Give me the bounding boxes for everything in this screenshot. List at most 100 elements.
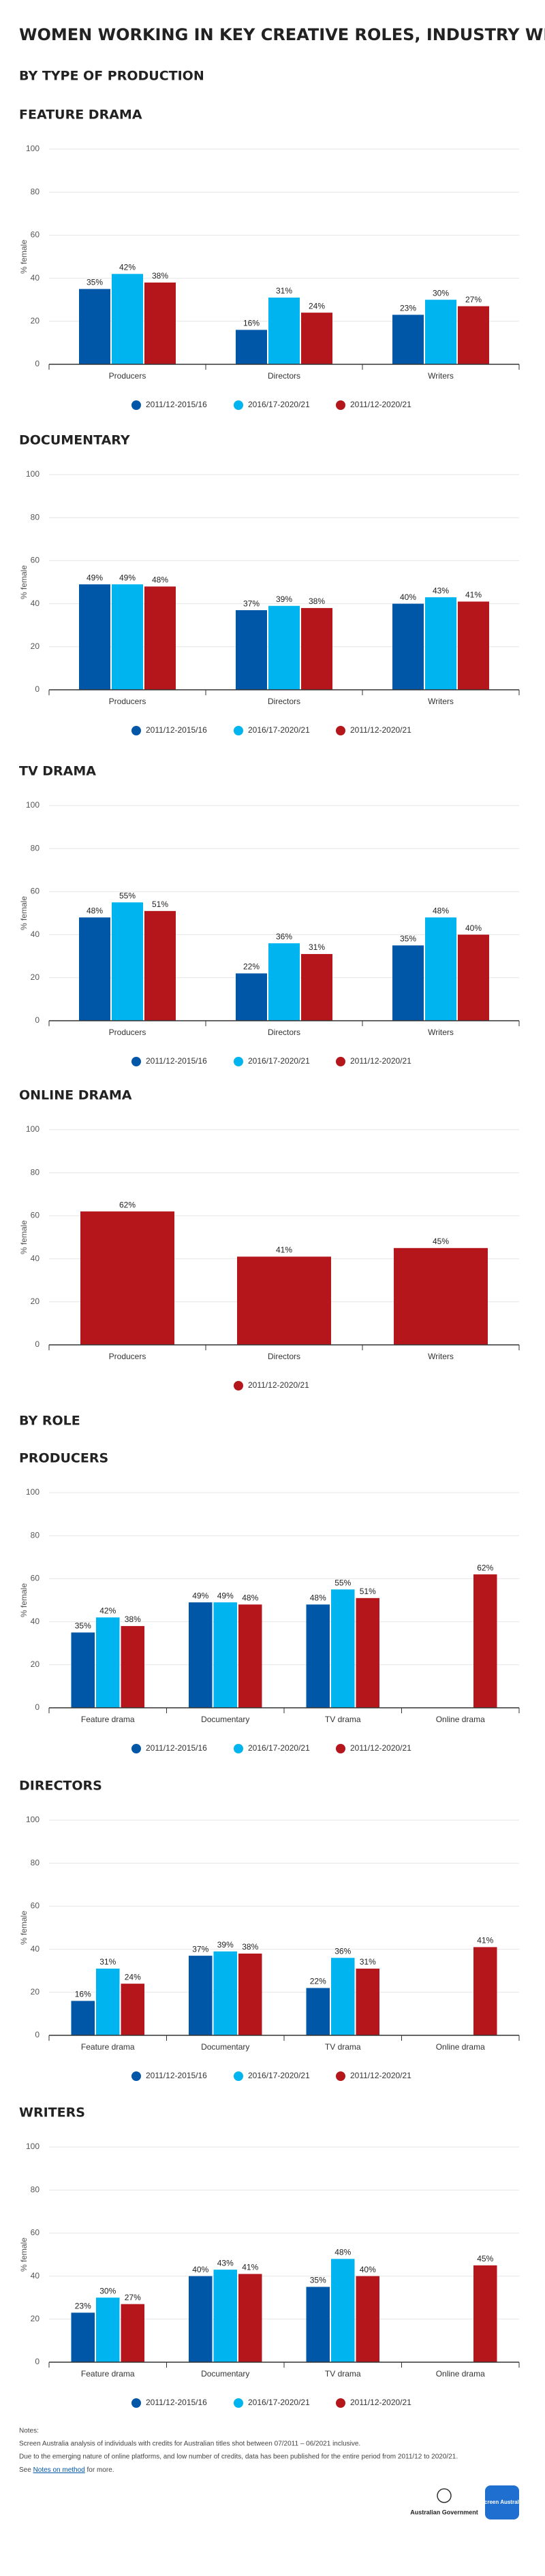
chart: FEATURE DRAMA % female 0 20 40 60 80 100 Produce… <box>19 108 520 410</box>
bar <box>301 954 332 1021</box>
legend-label: 2011/12-2020/21 <box>350 725 411 735</box>
legend-swatch <box>131 400 141 410</box>
value-label: 27% <box>125 2293 141 2302</box>
brand-text: Screen Australia <box>481 2499 524 2505</box>
legend-label: 2011/12-2015/16 <box>146 725 207 735</box>
bar <box>392 315 424 364</box>
y-tick-label: 40 <box>31 2271 40 2280</box>
legend-label: 2016/17-2020/21 <box>248 1743 310 1753</box>
bar <box>268 298 300 364</box>
note: Screen Australia analysis of individuals… <box>19 2440 360 2448</box>
x-tick-label: Producers <box>109 1352 146 1361</box>
x-tick-label: Online drama <box>436 1715 485 1724</box>
bar <box>79 584 110 690</box>
bar <box>425 917 456 1021</box>
bar <box>306 1988 330 2035</box>
bar <box>268 605 300 690</box>
bar <box>238 2274 262 2362</box>
legend-label: 2011/12-2020/21 <box>350 2071 411 2080</box>
value-label: 39% <box>217 1940 234 1950</box>
value-label: 38% <box>309 597 325 606</box>
x-tick-label: Directors <box>268 1352 300 1361</box>
legend-swatch <box>336 2398 345 2408</box>
y-tick-label: 80 <box>31 512 40 522</box>
y-tick-label: 0 <box>35 1015 40 1025</box>
bar <box>96 1969 120 2035</box>
y-axis-label: % female <box>19 896 29 930</box>
value-label: 16% <box>75 1990 91 1999</box>
bar <box>238 1953 262 2035</box>
bar <box>112 274 143 364</box>
y-axis-label: % female <box>19 2238 29 2272</box>
bar <box>458 306 489 364</box>
bar <box>473 1947 497 2035</box>
value-label: 31% <box>99 1957 116 1967</box>
legend-label: 2016/17-2020/21 <box>248 400 310 409</box>
bar <box>189 1956 213 2035</box>
y-tick-label: 60 <box>31 556 40 565</box>
value-label: 24% <box>125 1972 141 1982</box>
bar <box>144 586 176 690</box>
y-tick-label: 100 <box>26 1124 40 1134</box>
bar <box>213 1602 237 1708</box>
y-tick-label: 20 <box>31 2314 40 2323</box>
value-label: 45% <box>477 2254 493 2263</box>
y-tick-label: 0 <box>35 1702 40 1712</box>
bar <box>121 1984 144 2035</box>
bar <box>112 902 143 1021</box>
chart: WRITERS % female 0 20 40 60 80 100 Feature drama… <box>19 2105 520 2408</box>
bar <box>236 330 267 364</box>
bar <box>238 1604 262 1708</box>
note-link[interactable]: Notes on method <box>33 2466 85 2474</box>
legend-label: 2016/17-2020/21 <box>248 2071 310 2080</box>
value-label: 23% <box>400 303 416 313</box>
bar <box>301 313 332 364</box>
value-label: 43% <box>217 2258 234 2268</box>
x-tick-label: Directors <box>268 697 300 706</box>
value-label: 30% <box>433 288 449 298</box>
y-tick-label: 60 <box>31 1574 40 1583</box>
bar <box>189 2276 213 2362</box>
value-label: 49% <box>119 573 136 582</box>
legend-label: 2011/12-2020/21 <box>248 1380 309 1390</box>
chart-title: DOCUMENTARY <box>19 433 130 448</box>
value-label: 16% <box>243 319 260 328</box>
legend-swatch <box>336 2071 345 2081</box>
x-tick-label: Online drama <box>436 2042 485 2052</box>
value-label: 41% <box>465 590 482 600</box>
x-tick-label: Documentary <box>201 2369 249 2379</box>
value-label: 22% <box>310 1977 326 1986</box>
legend-label: 2011/12-2020/21 <box>350 2398 411 2407</box>
y-tick-label: 60 <box>31 2228 40 2238</box>
legend-swatch <box>234 1381 243 1390</box>
y-tick-label: 40 <box>31 1617 40 1626</box>
legend-swatch <box>234 1057 243 1066</box>
y-tick-label: 20 <box>31 1659 40 1669</box>
bar <box>331 2259 355 2362</box>
value-label: 35% <box>87 278 103 287</box>
bar <box>473 2265 497 2362</box>
value-label: 40% <box>192 2265 208 2274</box>
value-label: 55% <box>334 1578 351 1587</box>
value-label: 23% <box>75 2301 91 2310</box>
legend-swatch <box>336 726 345 735</box>
value-label: 37% <box>192 1944 208 1954</box>
x-tick-label: Online drama <box>436 2369 485 2379</box>
legend-swatch <box>234 2398 243 2408</box>
bar <box>121 1625 144 1708</box>
value-label: 51% <box>360 1587 376 1596</box>
section-heading: BY TYPE OF PRODUCTION <box>19 69 204 84</box>
x-tick-label: Directors <box>268 1028 300 1037</box>
value-label: 41% <box>477 1936 493 1945</box>
value-label: 49% <box>217 1591 234 1600</box>
chart-title: DIRECTORS <box>19 1779 102 1794</box>
x-tick-label: Documentary <box>201 2042 249 2052</box>
bar <box>425 300 456 364</box>
y-axis-label: % female <box>19 1220 29 1254</box>
gov-logo: Australian Government <box>410 2488 478 2515</box>
bar <box>236 610 267 690</box>
bar <box>144 910 176 1021</box>
value-label: 38% <box>152 271 168 281</box>
value-label: 48% <box>87 906 103 915</box>
y-tick-label: 20 <box>31 1297 40 1306</box>
